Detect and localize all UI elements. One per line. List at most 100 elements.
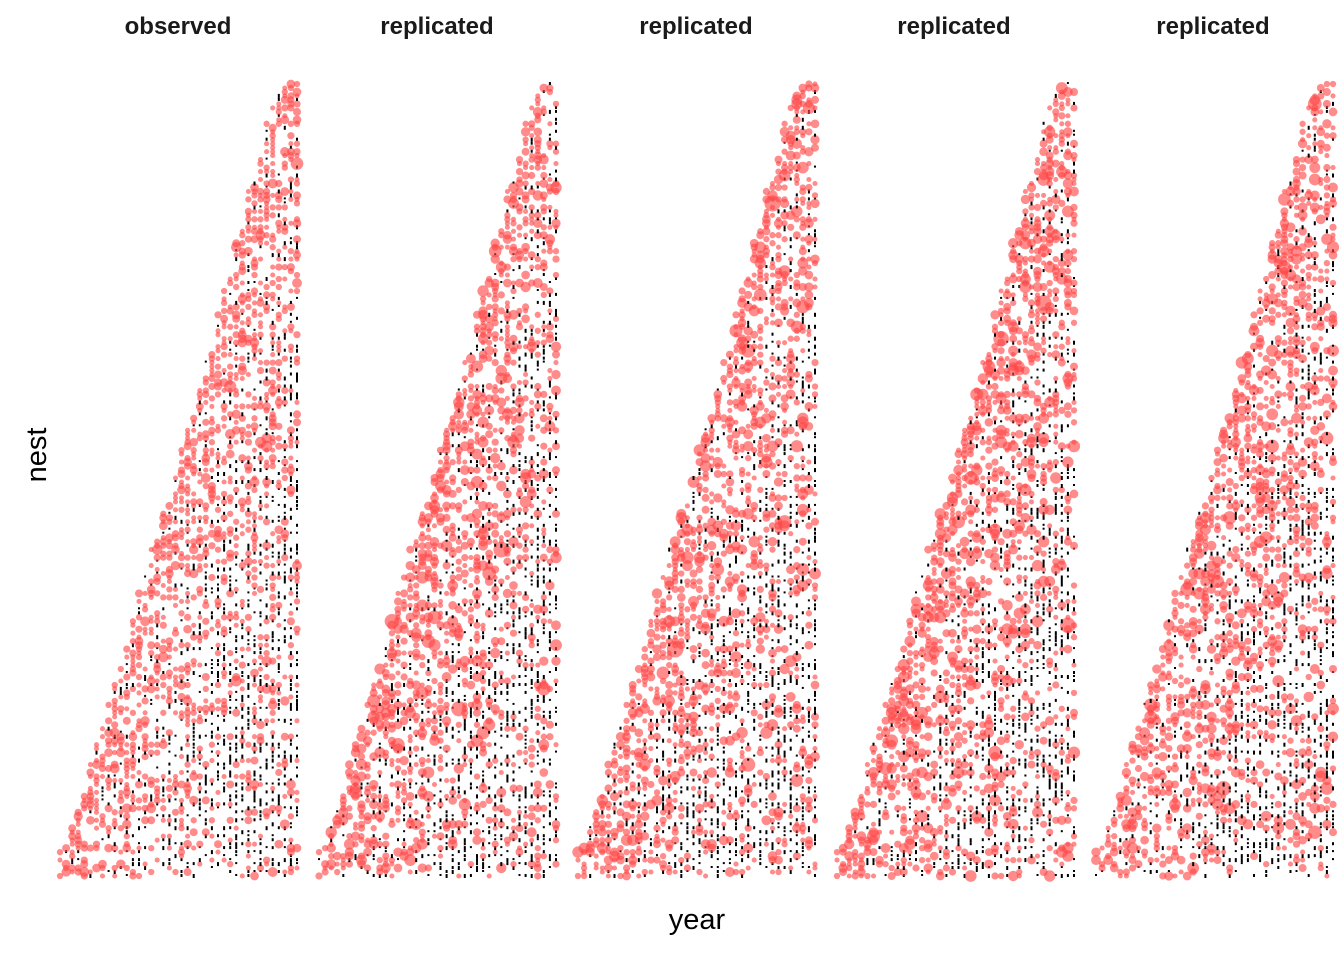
zero-count-point — [277, 213, 280, 218]
count-point — [118, 793, 124, 799]
zero-count-point — [265, 432, 268, 436]
zero-count-point — [198, 400, 201, 405]
zero-count-point — [482, 523, 485, 528]
count-point — [226, 733, 234, 741]
count-point — [516, 749, 523, 756]
zero-count-point — [814, 790, 816, 793]
count-point — [276, 690, 282, 696]
count-point — [523, 256, 529, 262]
zero-count-point — [235, 854, 238, 857]
zero-count-point — [494, 730, 497, 733]
count-point — [294, 176, 300, 183]
zero-count-point — [409, 746, 412, 751]
zero-count-point — [548, 838, 551, 842]
zero-count-point — [589, 838, 592, 841]
zero-count-point — [518, 523, 521, 527]
zero-count-point — [445, 539, 448, 542]
count-point — [166, 845, 172, 851]
zero-count-point — [807, 790, 810, 794]
count-point — [130, 793, 136, 799]
zero-count-point — [77, 858, 80, 861]
count-point — [269, 291, 276, 299]
zero-count-point — [427, 874, 430, 876]
count-point — [491, 510, 499, 518]
zero-count-point — [198, 798, 201, 802]
zero-count-point — [494, 555, 497, 559]
zero-count-point — [451, 615, 454, 619]
zero-count-point — [518, 643, 521, 648]
zero-count-point — [229, 870, 232, 873]
zero-count-point — [686, 822, 689, 826]
count-point — [93, 809, 100, 815]
zero-count-point — [548, 762, 551, 766]
zero-count-point — [777, 782, 780, 787]
count-point — [442, 744, 451, 753]
zero-count-point — [229, 710, 232, 714]
zero-count-point — [759, 830, 762, 834]
zero-count-point — [680, 842, 683, 846]
zero-count-point — [186, 647, 189, 652]
zero-count-point — [753, 846, 756, 849]
zero-count-point — [253, 639, 256, 642]
count-point — [178, 562, 185, 569]
zero-count-point — [518, 675, 521, 678]
zero-count-point — [138, 850, 140, 854]
count-point — [751, 781, 757, 788]
count-point — [293, 410, 301, 419]
count-point — [245, 224, 252, 231]
count-point — [672, 869, 678, 875]
count-point — [185, 706, 191, 712]
zero-count-point — [296, 392, 298, 397]
zero-count-point — [656, 854, 658, 857]
zero-count-point — [735, 850, 737, 854]
count-point — [160, 681, 167, 689]
count-point — [183, 613, 192, 621]
zero-count-point — [801, 774, 804, 777]
zero-count-point — [235, 810, 238, 814]
zero-count-point — [259, 499, 262, 504]
count-point — [197, 387, 203, 394]
zero-count-point — [296, 543, 298, 548]
count-point — [221, 336, 227, 342]
zero-count-point — [542, 790, 545, 793]
zero-count-point — [555, 487, 557, 491]
zero-count-point — [716, 866, 719, 868]
zero-count-point — [265, 137, 268, 141]
zero-count-point — [119, 782, 122, 785]
count-point — [455, 391, 462, 398]
zero-count-point — [409, 718, 412, 721]
zero-count-point — [223, 734, 226, 737]
count-point — [269, 657, 277, 665]
count-point — [708, 753, 715, 760]
count-point — [184, 554, 191, 561]
count-point — [75, 829, 81, 835]
zero-count-point — [330, 826, 333, 829]
zero-count-point — [795, 754, 798, 757]
zero-count-point — [247, 782, 250, 786]
zero-count-point — [271, 838, 274, 842]
count-point — [286, 426, 295, 435]
zero-count-point — [536, 750, 539, 753]
count-point — [233, 610, 239, 616]
count-point — [191, 515, 197, 521]
count-point — [238, 454, 247, 463]
count-point — [214, 391, 222, 398]
zero-count-point — [524, 786, 527, 791]
zero-count-point — [542, 850, 545, 854]
zero-count-point — [277, 460, 280, 463]
zero-count-point — [482, 862, 485, 867]
zero-count-point — [476, 870, 478, 872]
zero-count-point — [235, 364, 238, 368]
count-point — [496, 461, 506, 471]
zero-count-point — [457, 683, 460, 687]
count-point — [529, 467, 535, 473]
zero-count-point — [289, 412, 292, 417]
zero-count-point — [235, 794, 238, 799]
count-point — [141, 733, 149, 741]
count-point — [527, 251, 536, 260]
zero-count-point — [265, 683, 268, 687]
count-point — [479, 435, 487, 442]
count-point — [239, 355, 246, 362]
zero-count-point — [439, 778, 442, 782]
zero-count-point — [439, 722, 442, 727]
